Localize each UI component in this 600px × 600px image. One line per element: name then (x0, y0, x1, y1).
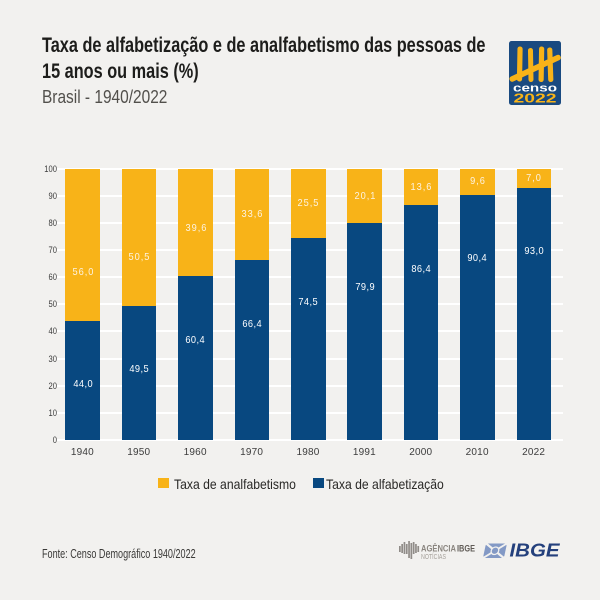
svg-text:NOTÍCIAS: NOTÍCIAS (421, 552, 446, 561)
svg-text:IBGE: IBGE (457, 543, 475, 553)
svg-text:2022: 2022 (514, 92, 557, 106)
svg-text:IBGE: IBGE (510, 540, 561, 561)
svg-text:censo: censo (513, 83, 557, 95)
svg-text:AGÊNCIA: AGÊNCIA (421, 542, 456, 553)
